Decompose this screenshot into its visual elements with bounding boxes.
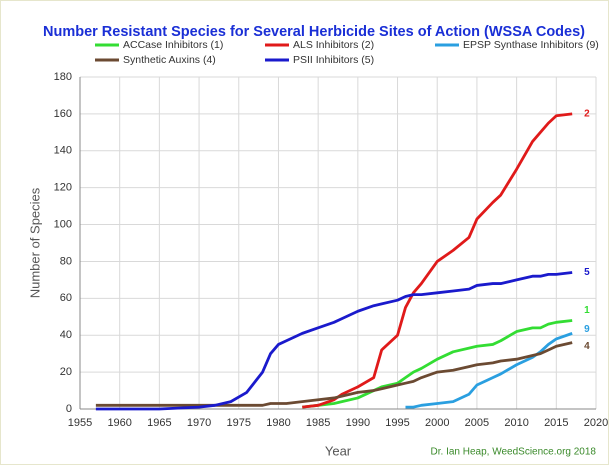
y-tick-label: 160 bbox=[54, 108, 72, 120]
end-label: 4 bbox=[584, 341, 590, 352]
legend-label: EPSP Synthase Inhibitors (9) bbox=[463, 39, 599, 51]
end-label: 1 bbox=[584, 305, 590, 316]
y-tick-label: 120 bbox=[54, 182, 72, 194]
x-tick-label: 1995 bbox=[385, 417, 409, 429]
y-tick-label: 0 bbox=[66, 403, 72, 415]
x-tick-label: 2010 bbox=[504, 417, 528, 429]
x-tick-label: 2005 bbox=[465, 417, 489, 429]
legend-label: ACCase Inhibitors (1) bbox=[123, 39, 223, 51]
series-line bbox=[302, 319, 573, 409]
series-line bbox=[95, 341, 573, 407]
y-tick-label: 60 bbox=[60, 292, 72, 304]
x-tick-label: 1960 bbox=[107, 417, 131, 429]
x-tick-label: 2000 bbox=[425, 417, 449, 429]
y-tick-label: 100 bbox=[54, 218, 72, 230]
x-tick-label: 2015 bbox=[544, 417, 568, 429]
legend-label: Synthetic Auxins (4) bbox=[123, 54, 216, 66]
y-tick-label: 140 bbox=[54, 145, 72, 157]
chart-title: Number Resistant Species for Several Her… bbox=[43, 24, 585, 40]
x-axis-label: Year bbox=[325, 443, 352, 458]
x-tick-label: 1985 bbox=[306, 417, 330, 429]
end-label: 5 bbox=[584, 267, 590, 278]
y-axis-label: Number of Species bbox=[27, 187, 42, 298]
y-tick-label: 80 bbox=[60, 255, 72, 267]
y-tick-label: 40 bbox=[60, 329, 72, 341]
legend-label: ALS Inhibitors (2) bbox=[293, 39, 374, 51]
x-tick-label: 1975 bbox=[227, 417, 251, 429]
x-tick-label: 1990 bbox=[346, 417, 370, 429]
x-tick-label: 2020 bbox=[584, 417, 608, 429]
series-line bbox=[95, 271, 573, 411]
end-label: 2 bbox=[584, 109, 590, 120]
x-tick-label: 1970 bbox=[187, 417, 211, 429]
y-tick-label: 20 bbox=[60, 366, 72, 378]
end-label: 9 bbox=[584, 324, 590, 335]
x-tick-label: 1965 bbox=[147, 417, 171, 429]
series-line bbox=[302, 112, 573, 409]
credit: Dr. Ian Heap, WeedScience.org 2018 bbox=[431, 447, 597, 458]
x-tick-label: 1955 bbox=[68, 417, 92, 429]
y-tick-label: 180 bbox=[54, 71, 72, 83]
x-tick-label: 1980 bbox=[266, 417, 290, 429]
legend-label: PSII Inhibitors (5) bbox=[293, 54, 374, 66]
series-line bbox=[405, 332, 573, 409]
